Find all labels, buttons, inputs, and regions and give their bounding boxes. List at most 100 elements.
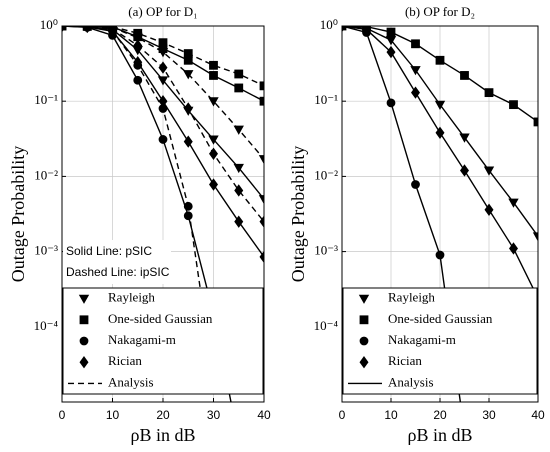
marker-diamond bbox=[359, 356, 369, 369]
marker-diamond bbox=[209, 178, 218, 191]
legend-label: Analysis bbox=[388, 374, 434, 389]
marker-triangle bbox=[208, 135, 219, 145]
marker-triangle bbox=[532, 232, 538, 242]
annotation: Dashed Line: ipSIC bbox=[66, 265, 170, 279]
marker-circle bbox=[158, 104, 168, 113]
legend-label: Nakagami-m bbox=[388, 332, 456, 347]
marker-square bbox=[209, 60, 218, 70]
marker-diamond bbox=[509, 242, 518, 255]
marker-circle bbox=[82, 26, 92, 32]
marker-circle bbox=[435, 250, 445, 260]
y-tick-label: 10⁰ bbox=[40, 17, 58, 32]
marker-circle bbox=[158, 135, 168, 144]
marker-circle bbox=[108, 26, 117, 36]
marker-diamond bbox=[484, 203, 494, 216]
y-tick-label: 10⁻² bbox=[34, 167, 58, 182]
marker-square bbox=[183, 49, 193, 58]
marker-square bbox=[79, 315, 89, 325]
x-tick-label: 20 bbox=[156, 408, 170, 422]
y-tick-label: 10⁻³ bbox=[314, 243, 338, 258]
marker-square bbox=[411, 39, 420, 49]
marker-square bbox=[386, 27, 396, 37]
marker-square bbox=[158, 38, 168, 48]
x-tick-label: 10 bbox=[384, 408, 398, 422]
marker-triangle bbox=[78, 294, 90, 304]
plot-area: 0 10 20 30 40 10⁰ 10⁻¹ 10⁻² 10⁻³ 10⁻⁴ Rayleigh One-… bbox=[288, 4, 545, 445]
marker-circle bbox=[79, 336, 89, 346]
marker-diamond bbox=[386, 45, 396, 59]
y-tick-label: 10⁻¹ bbox=[314, 92, 338, 107]
axes-border bbox=[61, 25, 265, 403]
marker-triangle bbox=[410, 66, 421, 76]
annotation: Solid Line: pSIC bbox=[66, 244, 152, 258]
marker-triangle bbox=[233, 125, 244, 135]
legend-label: One-sided Gaussian bbox=[388, 311, 493, 326]
marker-square bbox=[484, 88, 494, 98]
series-group bbox=[342, 26, 538, 402]
marker-square bbox=[509, 100, 518, 110]
marker-circle bbox=[342, 26, 347, 31]
marker-square bbox=[259, 81, 264, 91]
legend-label: Rayleigh bbox=[108, 290, 155, 305]
marker-triangle bbox=[483, 166, 495, 176]
x-tick-label: 30 bbox=[482, 408, 496, 422]
marker-diamond bbox=[259, 215, 264, 228]
x-tick-label: 40 bbox=[257, 408, 271, 422]
annotation-box bbox=[63, 240, 171, 284]
y-tick-label: 10⁰ bbox=[320, 17, 338, 32]
marker-circle bbox=[183, 211, 193, 221]
marker-triangle bbox=[434, 100, 446, 110]
y-tick-label: 10⁻⁴ bbox=[34, 318, 59, 333]
marker-diamond bbox=[183, 135, 193, 148]
series-group bbox=[62, 26, 264, 402]
axes-border bbox=[341, 25, 539, 403]
marker-square bbox=[259, 96, 264, 106]
marker-diamond bbox=[460, 164, 469, 177]
x-tick-label: 30 bbox=[207, 408, 221, 422]
legend-label: Nakagami-m bbox=[108, 332, 176, 347]
marker-triangle bbox=[233, 163, 244, 174]
marker-circle bbox=[362, 28, 371, 37]
marker-triangle bbox=[358, 294, 370, 304]
y-tick-label: 10⁻¹ bbox=[34, 92, 58, 107]
marker-triangle bbox=[132, 33, 143, 43]
marker-triangle bbox=[258, 155, 264, 165]
x-tick-label: 20 bbox=[433, 408, 447, 422]
legend-label: Rician bbox=[388, 353, 422, 368]
chart-title: (b) OP for D₂ bbox=[405, 4, 475, 19]
marker-triangle bbox=[385, 36, 397, 46]
marker-square bbox=[533, 117, 538, 127]
legend-label: Rician bbox=[108, 353, 142, 368]
marker-diamond bbox=[234, 215, 244, 228]
legend-label: Rayleigh bbox=[388, 290, 435, 305]
legend-label: Analysis bbox=[108, 374, 154, 389]
x-tick-label: 10 bbox=[106, 408, 120, 422]
marker-circle bbox=[133, 60, 143, 70]
marker-diamond bbox=[133, 39, 143, 52]
marker-diamond bbox=[183, 102, 193, 115]
y-axis-label: Outage Probability bbox=[288, 146, 308, 282]
marker-square bbox=[435, 55, 445, 65]
legend-box bbox=[62, 287, 264, 395]
marker-triangle bbox=[508, 198, 519, 208]
marker-square bbox=[209, 71, 218, 80]
x-axis-label: ρB in dB bbox=[131, 425, 196, 445]
y-tick-label: 10⁻² bbox=[314, 167, 338, 182]
marker-circle bbox=[359, 336, 369, 346]
marker-diamond bbox=[259, 250, 264, 264]
marker-diamond bbox=[411, 86, 420, 99]
marker-triangle bbox=[459, 133, 470, 143]
marker-diamond bbox=[79, 356, 89, 369]
marker-diamond bbox=[209, 147, 218, 160]
marker-circle bbox=[62, 26, 67, 31]
marker-circle bbox=[411, 180, 420, 189]
marker-square bbox=[460, 71, 469, 80]
marker-triangle bbox=[258, 195, 264, 205]
marker-circle bbox=[386, 98, 396, 108]
x-tick-label: 0 bbox=[59, 408, 66, 422]
x-axis-label: ρB in dB bbox=[408, 425, 473, 445]
marker-square bbox=[234, 83, 244, 93]
plot-area: 0 10 20 30 40 10⁰ 10⁻¹ 10⁻² 10⁻³ 10⁻⁴ Solid Line: … bbox=[8, 4, 271, 445]
x-tick-label: 40 bbox=[531, 408, 545, 422]
legend-label: One-sided Gaussian bbox=[108, 311, 213, 326]
